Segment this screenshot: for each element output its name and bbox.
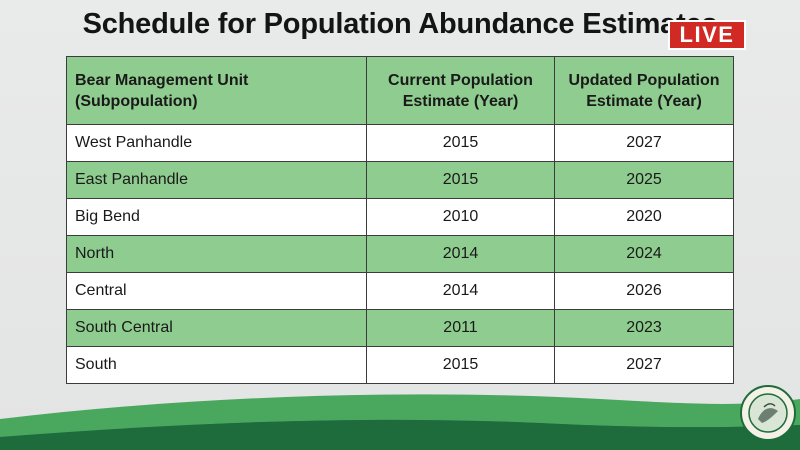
unit-cell: Big Bend: [66, 198, 367, 236]
current-year-cell: 2014: [366, 272, 555, 310]
table-row: Big Bend 2010 2020: [66, 198, 734, 236]
current-year-cell: 2014: [366, 235, 555, 273]
updated-year-cell: 2024: [554, 235, 734, 273]
updated-year-cell: 2027: [554, 346, 734, 384]
population-schedule-table: Bear Management Unit (Subpopulation) Cur…: [66, 56, 734, 384]
header-text: (Subpopulation): [75, 92, 198, 110]
current-year-cell: 2015: [366, 161, 555, 199]
unit-cell: South: [66, 346, 367, 384]
unit-cell: North: [66, 235, 367, 273]
header-bear-management-unit: Bear Management Unit (Subpopulation): [66, 56, 367, 125]
live-badge: LIVE: [668, 20, 746, 50]
table-row: West Panhandle 2015 2027: [66, 124, 734, 162]
header-text: Estimate (Year): [586, 92, 702, 110]
header-text: Estimate (Year): [402, 92, 519, 110]
updated-year-cell: 2026: [554, 272, 734, 310]
header-text: Bear Management Unit: [75, 71, 249, 89]
updated-year-cell: 2027: [554, 124, 734, 162]
unit-cell: West Panhandle: [66, 124, 367, 162]
table-header-row: Bear Management Unit (Subpopulation) Cur…: [66, 56, 734, 125]
current-year-cell: 2010: [366, 198, 555, 236]
current-year-cell: 2011: [366, 309, 555, 347]
table-row: North 2014 2024: [66, 235, 734, 273]
header-text: Current Population: [388, 71, 533, 89]
current-year-cell: 2015: [366, 124, 555, 162]
header-current-estimate: Current Population Estimate (Year): [366, 56, 555, 125]
unit-cell: South Central: [66, 309, 367, 347]
agency-seal-icon: [740, 385, 796, 441]
table-row: East Panhandle 2015 2025: [66, 161, 734, 199]
footer-wave-decoration: [0, 394, 800, 450]
slide-title: Schedule for Population Abundance Estima…: [82, 8, 718, 40]
table-row: South Central 2011 2023: [66, 309, 734, 347]
header-updated-estimate: Updated Population Estimate (Year): [554, 56, 734, 125]
unit-cell: Central: [66, 272, 367, 310]
table-row: Central 2014 2026: [66, 272, 734, 310]
wave-dark-band: [0, 419, 800, 450]
wave-light-band: [0, 394, 800, 437]
updated-year-cell: 2023: [554, 309, 734, 347]
updated-year-cell: 2020: [554, 198, 734, 236]
unit-cell: East Panhandle: [66, 161, 367, 199]
updated-year-cell: 2025: [554, 161, 734, 199]
current-year-cell: 2015: [366, 346, 555, 384]
header-text: Updated Population: [568, 71, 720, 89]
table-row: South 2015 2027: [66, 346, 734, 384]
